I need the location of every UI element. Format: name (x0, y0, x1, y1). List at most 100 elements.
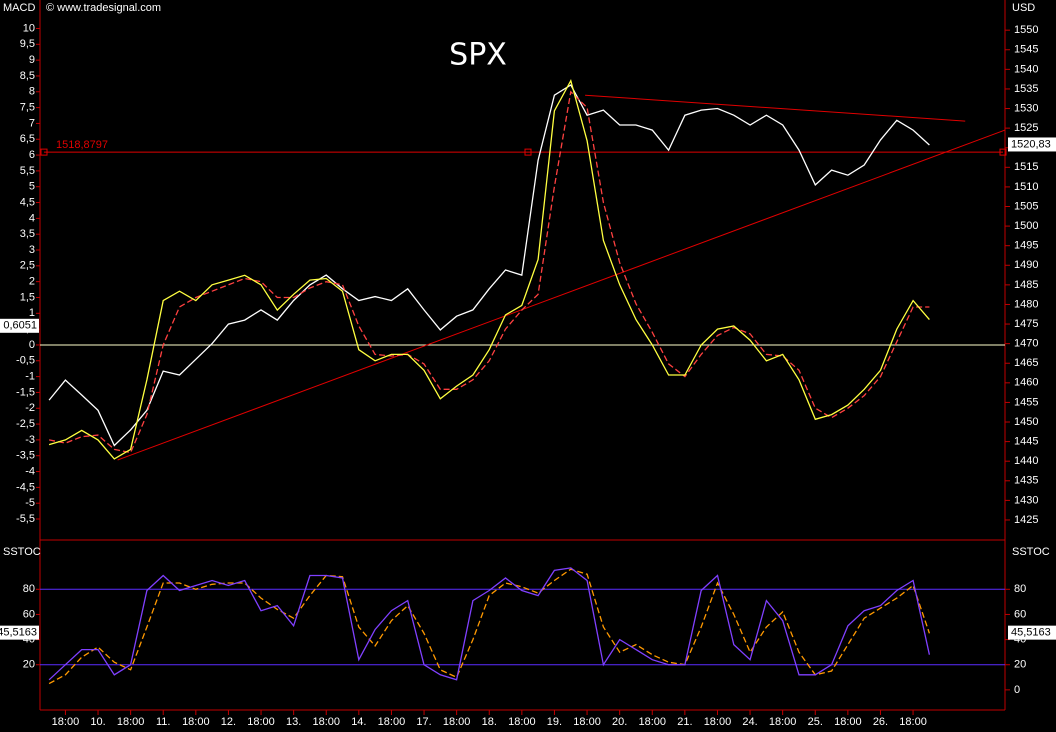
value-marker-label: 45,5163 (1011, 627, 1051, 639)
y-tick-label: 2,5 (20, 260, 35, 272)
x-tick-label: 17. (416, 716, 431, 728)
value-marker (0, 625, 39, 640)
series-line (48, 78, 930, 460)
sstoc-label-left: SSTOC (3, 546, 41, 558)
macd-label: MACD (3, 2, 35, 14)
y2-tick-label: 1540 (1014, 63, 1038, 75)
x-tick-label: 21. (677, 716, 692, 728)
y-tick-label: -5,5 (16, 513, 35, 525)
line-handle (524, 148, 532, 156)
x-tick-label: 18. (482, 716, 497, 728)
value-marker-label: 0,6051 (3, 320, 37, 332)
horizontal-line-label: 1518,8797 (56, 139, 108, 151)
y2-tick-label: 1495 (1014, 240, 1038, 252)
x-tick-label: 18:00 (899, 716, 927, 728)
x-tick-label: 18:00 (508, 716, 536, 728)
value-marker (0, 318, 39, 333)
x-tick-label: 18:00 (573, 716, 601, 728)
value-marker (1008, 625, 1056, 640)
y2-tick-label: 1485 (1014, 279, 1038, 291)
source: © www.tradesignal.com (46, 2, 161, 14)
y-tick-label: 1,5 (20, 291, 35, 303)
y-tick-label: 9,5 (20, 38, 35, 50)
x-tick-label: 14. (351, 716, 366, 728)
y-tick-label: 6,5 (20, 133, 35, 145)
series-line (48, 90, 930, 454)
y-tick-label: -2 (25, 402, 35, 414)
x-tick-label: 13. (286, 716, 301, 728)
value-marker-label: 1520,83 (1011, 138, 1051, 150)
y2-tick-label: 1545 (1014, 44, 1038, 56)
y2-tick-label: 60 (1014, 608, 1026, 620)
x-tick-label: 24. (742, 716, 757, 728)
y2-tick-label: 1430 (1014, 494, 1038, 506)
x-tick-label: 18:00 (769, 716, 797, 728)
x-tick-label: 18:00 (117, 716, 145, 728)
line-handle (40, 148, 48, 156)
y2-tick-label: 1535 (1014, 83, 1038, 95)
y2-tick-label: 1440 (1014, 455, 1038, 467)
y2-tick-label: 0 (1014, 684, 1020, 696)
x-tick-label: 18:00 (247, 716, 275, 728)
series-line (48, 84, 930, 447)
series-line (48, 567, 931, 681)
y2-tick-label: 1510 (1014, 181, 1038, 193)
value-marker-label: 45,5163 (0, 627, 37, 639)
x-tick-label: 19. (547, 716, 562, 728)
y-tick-label: 20 (23, 659, 35, 671)
y-tick-label: 80 (23, 583, 35, 595)
y2-tick-label: 1435 (1014, 475, 1038, 487)
y2-tick-label: 1470 (1014, 338, 1038, 350)
y2-tick-label: 1480 (1014, 298, 1038, 310)
sstoc-label-right: SSTOC (1012, 546, 1050, 558)
y-tick-label: 4,5 (20, 196, 35, 208)
y2-tick-label: 1445 (1014, 436, 1038, 448)
x-tick-label: 26. (873, 716, 888, 728)
y2-tick-label: 1475 (1014, 318, 1038, 330)
y-tick-label: -3 (25, 434, 35, 446)
y2-tick-label: 1515 (1014, 161, 1038, 173)
x-tick-label: 18:00 (443, 716, 471, 728)
y-tick-label: 8,5 (20, 70, 35, 82)
y-tick-label: 7,5 (20, 102, 35, 114)
y-tick-label: -4,5 (16, 481, 35, 493)
trendline (585, 94, 966, 122)
y-tick-label: -1 (25, 371, 35, 383)
y2-tick-label: 1465 (1014, 357, 1038, 369)
y2-tick-label: 1525 (1014, 122, 1038, 134)
y-tick-label: 60 (23, 608, 35, 620)
x-tick-label: 10. (90, 716, 105, 728)
y-tick-label: -5 (25, 497, 35, 509)
y2-tick-label: 20 (1014, 659, 1026, 671)
y-tick-label: 5 (29, 181, 35, 193)
chart-title: SPX (449, 38, 507, 73)
y-tick-label: 9 (29, 54, 35, 66)
line-handle (999, 148, 1007, 156)
x-tick-label: 12. (221, 716, 236, 728)
x-tick-label: 20. (612, 716, 627, 728)
y-tick-label: 0 (29, 339, 35, 351)
x-tick-label: 18:00 (378, 716, 406, 728)
y-tick-label: -0,5 (16, 355, 35, 367)
x-tick-label: 18:00 (704, 716, 732, 728)
x-tick-label: 25. (808, 716, 823, 728)
x-tick-label: 18:00 (638, 716, 666, 728)
y-tick-label: 2 (29, 276, 35, 288)
y2-tick-label: 1460 (1014, 377, 1038, 389)
y-tick-label: 3,5 (20, 228, 35, 240)
value-marker (1008, 137, 1056, 152)
y-tick-label: 6 (29, 149, 35, 161)
y-tick-label: 7 (29, 117, 35, 129)
y2-tick-label: 1425 (1014, 514, 1038, 526)
series-line (48, 568, 931, 685)
y2-tick-label: 1490 (1014, 259, 1038, 271)
y2-tick-label: 1450 (1014, 416, 1038, 428)
x-tick-label: 11. (156, 716, 170, 728)
y-tick-label: 5,5 (20, 165, 35, 177)
y2-tick-label: 1500 (1014, 220, 1038, 232)
y2-tick-label: 1550 (1014, 24, 1038, 36)
